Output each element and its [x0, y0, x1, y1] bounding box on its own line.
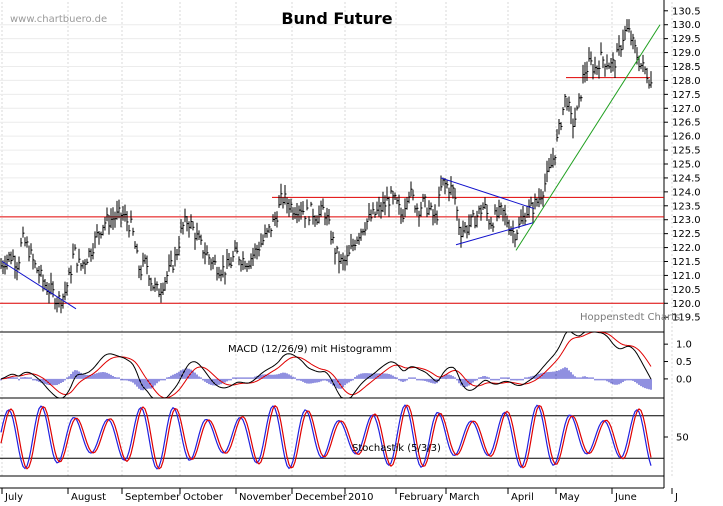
macd-tick-label: 0.5	[676, 357, 692, 368]
price-tick-label: 120.5	[672, 285, 701, 296]
stoch-tick-label: 50	[676, 433, 689, 444]
price-bars	[0, 19, 653, 314]
month-label: August	[71, 492, 106, 502]
month-label: November	[239, 492, 292, 502]
stochastic-panel: 50	[0, 404, 689, 470]
price-tick-label: 128.0	[672, 76, 701, 87]
price-tick-label: 124.0	[672, 187, 701, 198]
price-tick-label: 123.5	[672, 201, 701, 212]
month-axis: July August September October November Decemb…	[1, 488, 678, 503]
month-label: J	[674, 492, 678, 502]
price-tick-label: 122.5	[672, 229, 701, 240]
support-resistance-lines	[0, 77, 664, 304]
macd-signal-line	[0, 331, 652, 399]
month-label: September	[125, 492, 181, 502]
month-label: April	[511, 492, 534, 502]
stochastic-label: Stochastik (5/3/3)	[352, 443, 441, 454]
uptrend-line	[515, 24, 661, 251]
price-tick-label: 125.5	[672, 146, 701, 157]
price-tick-label: 129.0	[672, 48, 701, 59]
price-tick-label: 126.5	[672, 118, 701, 129]
month-label: July	[4, 492, 23, 502]
channel-lower-line	[455, 222, 535, 246]
stoch-d-line	[0, 404, 652, 470]
month-label: December	[295, 492, 348, 502]
price-tick-label: 122.0	[672, 243, 701, 254]
price-axis-ticks: 119.5 120.0 120.5 121.0 121.5 122.0 122.5 123.0…	[664, 6, 701, 324]
trendlines	[1, 24, 661, 310]
price-tick-label: 125.0	[672, 160, 701, 171]
source-label: Hoppenstedt Charts	[580, 312, 680, 323]
month-label: February	[399, 492, 443, 502]
macd-label: MACD (12/26/9) mit Histogramm	[228, 344, 392, 355]
price-tick-label: 121.5	[672, 257, 701, 268]
stoch-k-line	[0, 404, 652, 470]
month-label: June	[614, 492, 637, 502]
month-label: October	[183, 492, 224, 502]
grid	[0, 2, 673, 476]
price-tick-label: 130.0	[672, 20, 701, 31]
price-tick-label: 120.0	[672, 299, 701, 310]
month-label: March	[449, 492, 479, 502]
watermark: www.chartbuero.de	[10, 14, 107, 25]
macd-tick-label: 0.0	[676, 374, 692, 385]
macd-panel: 1.0 0.5 0.0	[0, 331, 692, 399]
month-label: 2010	[348, 492, 373, 502]
price-tick-label: 130.5	[672, 6, 701, 17]
macd-line	[0, 331, 652, 399]
downtrend-line	[1, 261, 77, 310]
price-tick-label: 127.0	[672, 104, 701, 115]
chart-title: Bund Future	[281, 9, 392, 28]
price-tick-label: 127.5	[672, 90, 701, 101]
price-tick-label: 126.0	[672, 132, 701, 143]
panel-frames	[0, 0, 665, 489]
price-tick-label: 123.0	[672, 215, 701, 226]
price-tick-label: 121.0	[672, 271, 701, 282]
price-tick-label: 128.5	[672, 62, 701, 73]
channel-upper-line	[440, 177, 535, 210]
macd-tick-label: 1.0	[676, 340, 692, 351]
price-tick-label: 124.5	[672, 173, 701, 184]
month-label: May	[559, 492, 580, 502]
price-tick-label: 119.5	[672, 313, 701, 324]
price-tick-label: 129.5	[672, 34, 701, 45]
